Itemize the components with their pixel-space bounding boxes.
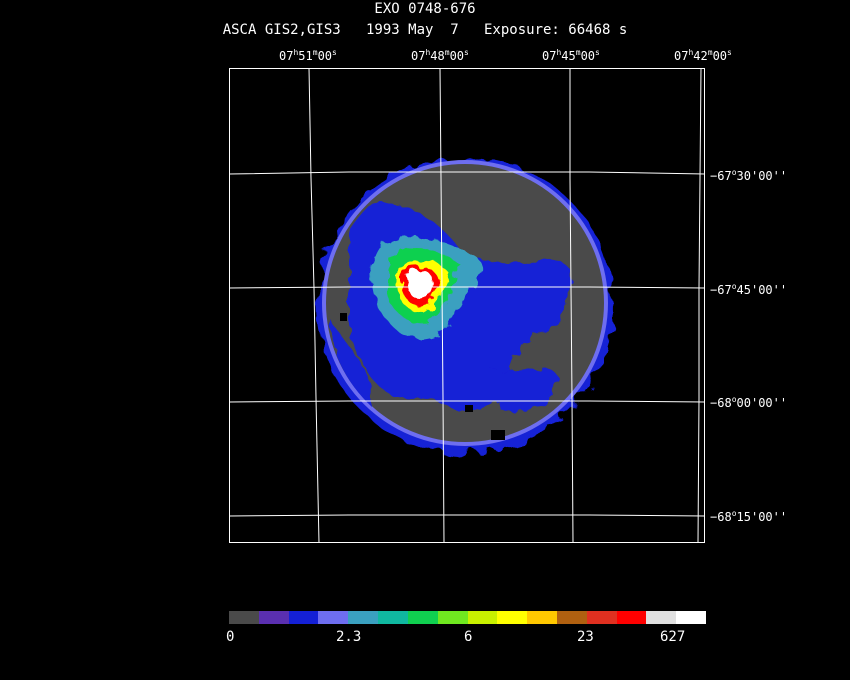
colorbar-tick-label: 0 <box>226 629 235 645</box>
dec-label: −67o45'00'' <box>710 282 788 297</box>
colorbar-swatch <box>378 611 408 624</box>
coordinate-grid <box>229 68 705 543</box>
colorbar-swatch <box>318 611 349 624</box>
colorbar-swatch <box>497 611 528 624</box>
sky-image <box>229 68 705 543</box>
observation-info: ASCA GIS2,GIS3 1993 May 7 Exposure: 6646… <box>222 22 628 38</box>
dec-label: −67o30'00'' <box>710 168 788 183</box>
colorbar-tick-label: 6 <box>464 629 473 645</box>
colorbar-swatch <box>556 611 587 624</box>
ra-label: 07h51m00s <box>279 48 337 63</box>
ra-label: 07h48m00s <box>411 48 469 63</box>
image-title: EXO 0748-676 <box>374 1 476 17</box>
colorbar-swatch <box>348 611 379 624</box>
colorbar-swatch <box>288 611 319 624</box>
colorbar-swatch <box>616 611 647 624</box>
colorbar-swatch <box>437 611 468 624</box>
colorbar <box>229 611 706 624</box>
dec-label: −68o15'00'' <box>710 509 788 524</box>
x-ray-source <box>371 236 483 339</box>
plot-border <box>229 68 705 543</box>
detector-field <box>317 157 613 453</box>
ra-label: 07h45m00s <box>542 48 600 63</box>
colorbar-swatch <box>258 611 289 624</box>
dec-label: −68o00'00'' <box>710 395 788 410</box>
colorbar-tick-label: 627 <box>660 629 686 645</box>
colorbar-swatch <box>676 611 706 624</box>
colorbar-tick-label: 23 <box>577 629 594 645</box>
colorbar-swatch <box>467 611 498 624</box>
colorbar-swatch <box>407 611 438 624</box>
colorbar-swatch <box>229 611 259 624</box>
colorbar-swatch <box>527 611 557 624</box>
ra-label: 07h42m00s <box>674 48 732 63</box>
colorbar-swatch <box>586 611 617 624</box>
colorbar-swatch <box>646 611 677 624</box>
colorbar-tick-label: 2.3 <box>336 629 362 645</box>
